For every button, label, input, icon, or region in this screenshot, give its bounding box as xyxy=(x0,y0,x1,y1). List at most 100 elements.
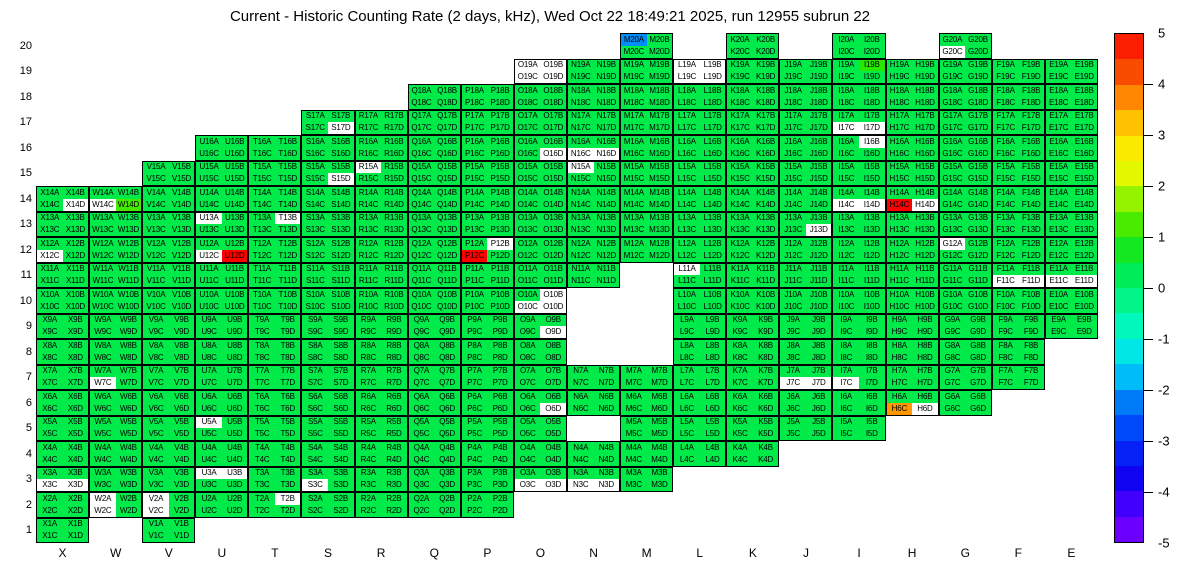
channel-F13C[interactable]: F13C xyxy=(992,224,1019,236)
channel-H16B[interactable]: H16B xyxy=(912,136,938,148)
channel-P16C[interactable]: P16C xyxy=(461,147,488,160)
channel-O16B[interactable]: O16B xyxy=(540,136,566,148)
module-cell-R9[interactable]: R9A R9B R9C R9D xyxy=(354,313,408,339)
channel-R17B[interactable]: R17B xyxy=(381,110,407,123)
channel-M17A[interactable]: M17A xyxy=(621,110,647,123)
module-cell-L11[interactable]: L11A L11B L11C L11D xyxy=(673,262,727,288)
channel-W8D[interactable]: W8D xyxy=(115,351,142,364)
channel-N15C[interactable]: N15C xyxy=(567,173,594,185)
channel-W6A[interactable]: W6A xyxy=(90,391,116,403)
channel-W2D[interactable]: W2D xyxy=(115,504,142,517)
module-cell-J19[interactable]: J19A J19B J19C J19D xyxy=(779,58,833,84)
module-cell-R4[interactable]: R4A R4B R4C R4D xyxy=(354,441,408,467)
channel-T8D[interactable]: T8D xyxy=(274,351,301,364)
channel-V6A[interactable]: V6A xyxy=(143,391,169,403)
channel-P12A[interactable]: P12A xyxy=(461,238,488,250)
module-cell-U10[interactable]: U10A U10B U10C U10D xyxy=(195,288,249,314)
channel-J19D[interactable]: J19D xyxy=(805,71,832,83)
channel-M16B[interactable]: M16B xyxy=(646,136,673,148)
channel-W9C[interactable]: W9C xyxy=(90,326,116,338)
channel-P6B[interactable]: P6B xyxy=(487,391,513,403)
module-cell-F16[interactable]: F16A F16B F16C F16D xyxy=(991,135,1045,161)
channel-I6A[interactable]: I6A xyxy=(833,391,860,403)
channel-I13D[interactable]: I13D xyxy=(859,224,885,236)
channel-G13C[interactable]: G13C xyxy=(939,224,966,236)
channel-J10D[interactable]: J10D xyxy=(805,300,832,313)
channel-G12C[interactable]: G12C xyxy=(939,249,966,262)
channel-M3A[interactable]: M3A xyxy=(621,467,647,480)
channel-F15D[interactable]: F15D xyxy=(1018,173,1044,185)
module-cell-R6[interactable]: R6A R6B R6C R6D xyxy=(354,390,408,416)
channel-S17D[interactable]: S17D xyxy=(328,122,354,134)
channel-X12A[interactable]: X12A xyxy=(37,238,63,250)
channel-I19A[interactable]: I19A xyxy=(833,59,860,72)
channel-O11D[interactable]: O11D xyxy=(540,275,566,287)
channel-E9D[interactable]: E9D xyxy=(1071,326,1097,338)
channel-J13B[interactable]: J13B xyxy=(805,212,832,225)
channel-U3D[interactable]: U3D xyxy=(221,479,248,491)
channel-H17C[interactable]: H17C xyxy=(886,122,913,134)
channel-R17A[interactable]: R17A xyxy=(355,110,382,123)
channel-L4B[interactable]: L4B xyxy=(699,442,726,454)
channel-F14B[interactable]: F14B xyxy=(1018,187,1044,199)
channel-T4A[interactable]: T4A xyxy=(249,442,275,454)
channel-F19B[interactable]: F19B xyxy=(1018,59,1044,72)
channel-I7B[interactable]: I7B xyxy=(859,365,885,378)
channel-X5A[interactable]: X5A xyxy=(37,416,63,429)
channel-X8A[interactable]: X8A xyxy=(37,340,63,352)
channel-H6C[interactable]: H6C xyxy=(886,402,913,415)
channel-J5A[interactable]: J5A xyxy=(780,416,806,429)
channel-E10B[interactable]: E10B xyxy=(1071,289,1097,301)
channel-G14A[interactable]: G14A xyxy=(939,187,966,199)
channel-N14D[interactable]: N14D xyxy=(593,198,620,211)
channel-T10C[interactable]: T10C xyxy=(249,300,275,313)
channel-O16D[interactable]: O16D xyxy=(540,147,566,160)
channel-U10D[interactable]: U10D xyxy=(221,300,248,313)
channel-F11B[interactable]: F11B xyxy=(1018,263,1044,276)
channel-I12C[interactable]: I12C xyxy=(833,249,860,262)
module-cell-U9[interactable]: U9A U9B U9C U9D xyxy=(195,313,249,339)
channel-H16D[interactable]: H16D xyxy=(912,147,938,160)
channel-X3A[interactable]: X3A xyxy=(37,467,63,480)
channel-L16B[interactable]: L16B xyxy=(699,136,726,148)
channel-V2B[interactable]: V2B xyxy=(168,493,195,505)
module-cell-X10[interactable]: X10A X10B X10C X10D xyxy=(36,288,90,314)
channel-U11A[interactable]: U11A xyxy=(196,263,222,276)
channel-Q7D[interactable]: Q7D xyxy=(434,377,460,389)
channel-T9D[interactable]: T9D xyxy=(274,326,301,338)
channel-X11C[interactable]: X11C xyxy=(37,275,63,287)
channel-K6A[interactable]: K6A xyxy=(727,391,753,403)
channel-P4B[interactable]: P4B xyxy=(487,442,513,454)
channel-X1B[interactable]: X1B xyxy=(62,518,89,531)
channel-T15B[interactable]: T15B xyxy=(274,161,301,174)
module-cell-P17[interactable]: P17A P17B P17C P17D xyxy=(460,109,514,135)
channel-H13C[interactable]: H13C xyxy=(886,224,913,236)
channel-O12B[interactable]: O12B xyxy=(540,238,566,250)
module-cell-O11[interactable]: O11A O11B O11C O11D xyxy=(513,262,567,288)
channel-X11D[interactable]: X11D xyxy=(62,275,89,287)
channel-Q9D[interactable]: Q9D xyxy=(434,326,460,338)
module-cell-W8[interactable]: W8A W8B W8C W8D xyxy=(89,339,143,365)
channel-I9A[interactable]: I9A xyxy=(833,314,860,327)
module-cell-W13[interactable]: W13A W13B W13C W13D xyxy=(89,211,143,237)
channel-K19A[interactable]: K19A xyxy=(727,59,753,72)
channel-H18B[interactable]: H18B xyxy=(912,85,938,97)
channel-Q17A[interactable]: Q17A xyxy=(408,110,435,123)
channel-Q6D[interactable]: Q6D xyxy=(434,402,460,415)
channel-K19B[interactable]: K19B xyxy=(752,59,779,72)
channel-G7C[interactable]: G7C xyxy=(939,377,966,389)
module-cell-T2[interactable]: T2A T2B T2C T2D xyxy=(248,492,302,518)
module-cell-H18[interactable]: H18A H18B H18C H18D xyxy=(885,84,939,110)
channel-F16A[interactable]: F16A xyxy=(992,136,1019,148)
channel-V1C[interactable]: V1C xyxy=(143,530,169,542)
channel-K12C[interactable]: K12C xyxy=(727,249,753,262)
channel-G17C[interactable]: G17C xyxy=(939,122,966,134)
channel-R4C[interactable]: R4C xyxy=(355,453,382,466)
channel-S6A[interactable]: S6A xyxy=(302,391,329,403)
channel-T9A[interactable]: T9A xyxy=(249,314,275,327)
channel-V13A[interactable]: V13A xyxy=(143,212,169,225)
channel-T16C[interactable]: T16C xyxy=(249,147,275,160)
channel-T5B[interactable]: T5B xyxy=(274,416,301,429)
module-cell-V3[interactable]: V3A V3B V3C V3D xyxy=(142,466,196,492)
channel-M4D[interactable]: M4D xyxy=(646,453,673,466)
